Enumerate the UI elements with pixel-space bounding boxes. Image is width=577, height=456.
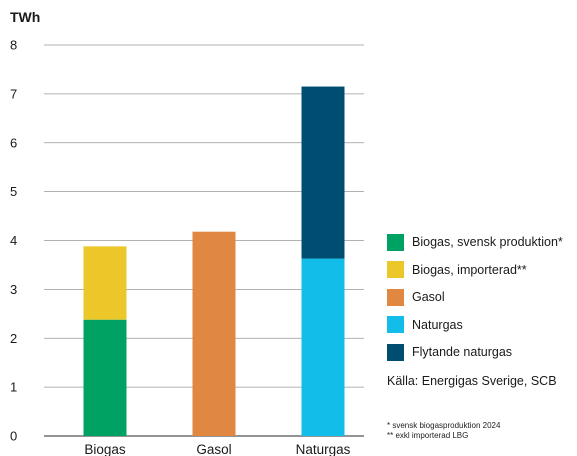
bar-segment	[301, 86, 345, 259]
legend-label: Biogas, svensk produktion*	[412, 235, 563, 249]
legend-label: Flytande naturgas	[412, 345, 513, 359]
y-tick-label: 6	[10, 135, 17, 150]
y-tick-label: 0	[10, 429, 17, 444]
x-tick-label: Biogas	[84, 442, 126, 456]
legend-swatch	[387, 233, 404, 251]
x-tick-labels: Biogas Gasol Naturgas	[84, 442, 350, 456]
y-tick-label: 4	[10, 233, 17, 248]
x-tick-label: Gasol	[196, 442, 231, 456]
legend-item-gasol: Gasol	[387, 285, 563, 309]
legend: Biogas, svensk produktion* Biogas, impor…	[387, 230, 563, 368]
legend-swatch	[387, 261, 404, 278]
bars	[83, 86, 345, 436]
y-tick-label: 2	[10, 331, 17, 346]
footnotes: * svensk biogasproduktion 2024 ** exkl i…	[387, 421, 500, 441]
y-tick-label: 8	[10, 38, 17, 53]
legend-item-biogas-importerad: Biogas, importerad**	[387, 258, 563, 282]
y-tick-label: 1	[10, 380, 17, 395]
legend-swatch	[387, 316, 404, 333]
legend-swatch	[387, 343, 404, 361]
legend-item-naturgas: Naturgas	[387, 313, 563, 337]
x-tick-label: Naturgas	[296, 442, 351, 456]
bar-segment	[192, 231, 236, 436]
legend-item-biogas-svensk: Biogas, svensk produktion*	[387, 230, 563, 254]
bar-segment	[83, 319, 127, 436]
footnote: * svensk biogasproduktion 2024	[387, 421, 501, 430]
footnote: ** exkl importerad LBG	[387, 431, 469, 440]
bar-segment	[83, 246, 127, 320]
y-tick-label: 7	[10, 86, 17, 101]
legend-swatch	[387, 288, 404, 306]
legend-label: Gasol	[412, 290, 445, 304]
y-axis-unit-label: TWh	[10, 9, 41, 25]
legend-item-flytande-naturgas: Flytande naturgas	[387, 340, 563, 364]
bar-segment	[301, 258, 345, 436]
legend-label: Biogas, importerad**	[412, 262, 527, 277]
y-tick-label: 3	[10, 282, 17, 297]
legend-label: Naturgas	[412, 317, 463, 332]
source-note: Källa: Energigas Sverige, SCB	[387, 374, 557, 388]
y-tick-labels: 0 1 2 3 4 5 6 7 8	[10, 38, 17, 444]
y-tick-label: 5	[10, 184, 17, 199]
